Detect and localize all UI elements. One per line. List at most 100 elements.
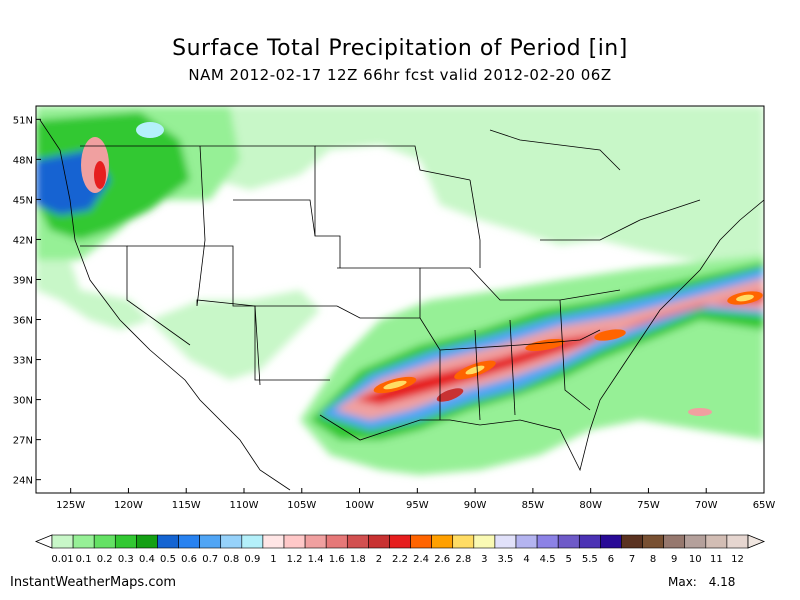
map-frame [35,105,765,494]
colorbar-swatch [262,534,285,549]
colorbar-label: 2.8 [455,554,471,565]
colorbar-left-arrow [34,534,53,549]
colorbar-label: 5.5 [582,554,598,565]
colorbar-swatch [515,534,538,549]
colorbar-label: 0.8 [223,554,239,565]
colorbar-swatch [157,534,179,549]
colorbar-swatch [642,534,664,549]
colorbar-label: 0.7 [202,554,218,565]
colorbar-swatch [578,534,601,549]
colorbar-label: 5 [566,554,572,565]
colorbar-label: 0.2 [97,554,113,565]
colorbar-label: 0.01 [51,554,73,565]
lon-label: 95W [406,500,429,511]
colorbar-swatch [452,534,475,549]
lon-label: 80W [579,500,602,511]
colorbar-label: 4 [523,554,529,565]
lon-label: 105W [287,500,316,511]
max-value: 4.18 [708,575,736,589]
colorbar-label: 3.5 [498,554,514,565]
colorbar-swatch [705,534,728,549]
lon-label: 125W [56,500,85,511]
max-label: Max: [668,575,697,589]
lon-label: 85W [522,500,545,511]
colorbar-swatch [304,534,327,549]
lat-label: 39N [13,275,33,286]
colorbar-label: 2.4 [413,554,429,565]
lon-label: 100W [345,500,374,511]
colorbar-label: 0.6 [181,554,197,565]
colorbar-swatch [494,534,517,549]
colorbar-label: 2 [376,554,382,565]
colorbar-swatch [346,534,369,549]
site-credit: InstantWeatherMaps.com [10,575,177,590]
colorbar-swatch [136,534,158,549]
lon-label: 65W [753,500,776,511]
colorbar-swatch [51,534,74,549]
lat-label: 48N [13,155,33,166]
colorbar-label: 0.4 [139,554,155,565]
colorbar-label: 0.3 [118,554,134,565]
colorbar-swatch [600,534,622,549]
colorbar-swatch [114,534,137,549]
colorbar-label: 8 [650,554,656,565]
lon-label: 120W [114,500,143,511]
colorbar-swatch [325,534,348,549]
colorbar-label: 10 [689,554,702,565]
colorbar: 0.01 0.1 0.2 0.3 0.4 0.5 0.6 0.7 0.8 0.9 1 1.2 1.4 1.… [34,534,766,565]
colorbar-swatch [368,534,390,549]
colorbar-swatch [410,534,432,549]
colorbar-swatch [283,534,306,549]
colorbar-label: 1 [270,554,276,565]
lat-label: 27N [13,436,33,447]
colorbar-swatch [220,534,243,549]
colorbar-label: 1.8 [350,554,366,565]
colorbar-label: 0.9 [244,554,260,565]
colorbar-swatch [72,534,95,549]
latitude-axis: 51N 48N 45N 42N 39N 36N 33N 30N 27N 24N [13,115,41,487]
colorbar-label: 0.5 [160,554,176,565]
colorbar-swatch [93,534,116,549]
colorbar-label: 11 [710,554,723,565]
colorbar-right-arrow [747,534,766,549]
colorbar-label: 3 [481,554,487,565]
longitude-axis: 125W 120W 115W 110W 105W 100W 95W 90W 85W 80W 75W 7… [56,488,775,511]
colorbar-swatch [178,534,200,549]
colorbar-swatch [726,534,749,549]
lat-label: 42N [13,235,33,246]
colorbar-label: 4.5 [540,554,556,565]
colorbar-label: 1.2 [287,554,303,565]
colorbar-label: 1.4 [308,554,324,565]
colorbar-swatch [431,534,454,549]
colorbar-label: 2.2 [392,554,408,565]
colorbar-label: 6 [608,554,614,565]
colorbar-label: 2.6 [434,554,450,565]
max-value-readout: Max: 4.18 [668,575,735,589]
colorbar-swatch [389,534,411,549]
colorbar-label: 0.1 [76,554,92,565]
lat-label: 30N [13,396,33,407]
colorbar-label: 1.6 [329,554,345,565]
map-title: Surface Total Precipitation of Period [i… [172,36,628,61]
colorbar-swatch [473,534,496,549]
lat-label: 51N [13,115,33,126]
lon-label: 110W [230,500,259,511]
colorbar-swatch [557,534,580,549]
lat-label: 45N [13,195,33,206]
boundary-lines [39,119,764,491]
lat-label: 36N [13,316,33,327]
lon-label: 70W [695,500,718,511]
lat-label: 24N [13,476,33,487]
colorbar-swatch [199,534,222,549]
colorbar-swatch [241,534,264,549]
map-subtitle: NAM 2012-02-17 12Z 66hr fcst valid 2012-… [188,66,612,84]
lon-label: 115W [172,500,201,511]
colorbar-swatch [536,534,559,549]
colorbar-swatch [663,534,686,549]
colorbar-label: 7 [629,554,635,565]
colorbar-label: 12 [731,554,744,565]
precipitation-field [36,106,764,493]
lon-label: 75W [637,500,660,511]
colorbar-swatch [684,534,707,549]
